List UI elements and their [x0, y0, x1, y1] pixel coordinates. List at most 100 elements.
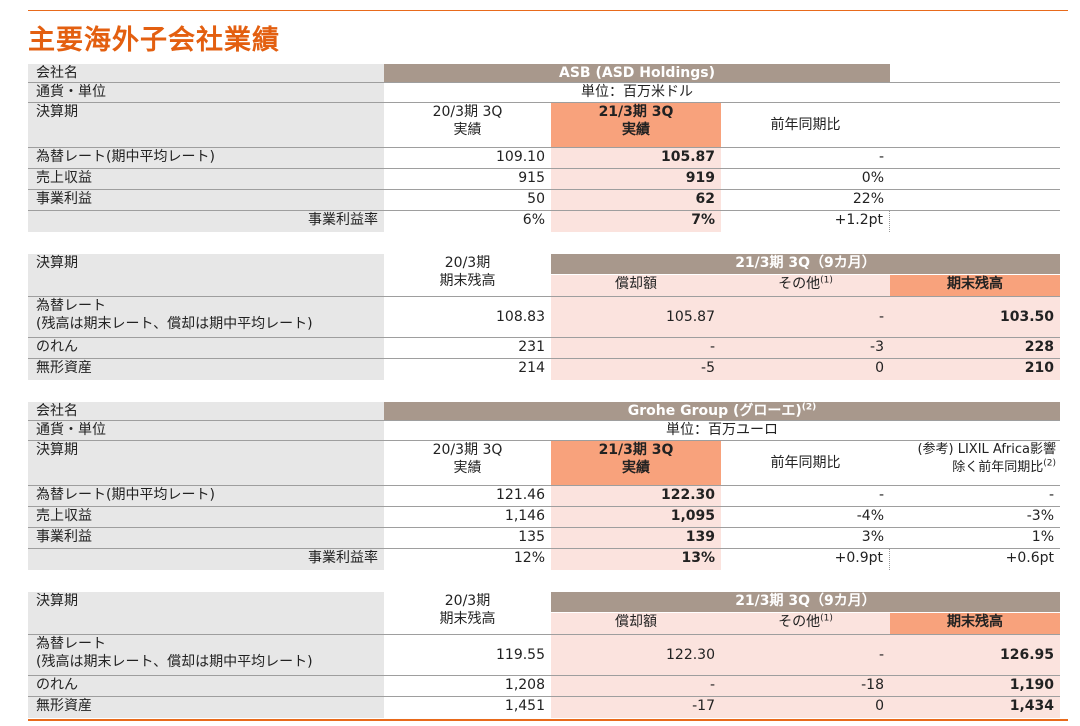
cell-end: 210 [890, 359, 1060, 380]
col-cur-header: 21/3期 3Q 実績 [551, 103, 721, 147]
cell-yoy: - [878, 149, 884, 165]
cell-prev: 108.83 [496, 309, 545, 325]
cell-prev: 109.10 [496, 149, 545, 165]
company-label: 会社名 [28, 64, 384, 82]
rate-label-line1: 為替レート [36, 298, 106, 314]
col-prev-line2: 実績 [453, 122, 482, 138]
page-title: 主要海外子会社業績 [28, 25, 280, 56]
currency-label: 通貨・単位 [28, 83, 384, 102]
col-prev-line2: 実績 [453, 460, 482, 476]
col-end-header: 期末残高 [890, 613, 1060, 634]
col-prev-header: 20/3期 期末残高 [384, 592, 551, 634]
cell-cur: 919 [551, 169, 721, 189]
col-prev-header: 20/3期 期末残高 [384, 254, 551, 296]
col-other-text: その他 [778, 614, 821, 630]
row-label: 事業利益率 [28, 211, 384, 232]
period-label: 決算期 [28, 254, 384, 296]
cell-end: 1,190 [890, 676, 1060, 696]
cell-amort: -5 [551, 359, 721, 380]
cell-other: -3 [721, 338, 890, 358]
col-yoy-text: 前年同期比 [770, 455, 841, 471]
col-prev-header: 20/3期 3Q 実績 [384, 103, 551, 147]
cell-other: 0 [721, 697, 890, 718]
currency-unit: 単位：百万米ドル [581, 84, 693, 100]
table-row: のれん 231 - -3 228 [28, 338, 1060, 359]
cell-prev: 214 [518, 360, 545, 376]
table-row: 為替レート(期中平均レート) 109.10 105.87 - [28, 148, 1060, 169]
period-header-row: 決算期 20/3期 3Q 実績 21/3期 3Q 実績 前年同期比 [28, 103, 1060, 148]
table-row: 事業利益 135 139 3% 1% [28, 528, 1060, 549]
col-ref-header: (参考) LIXIL Africa影響 除く前年同期比(2) [890, 441, 1060, 485]
table-row: 為替レート(期中平均レート) 121.46 122.30 - - [28, 486, 1060, 507]
row-label: 事業利益 [28, 528, 384, 548]
footnote-mark: (2) [801, 402, 817, 413]
cell-yoy: 22% [852, 191, 884, 207]
row-label: 売上収益 [28, 169, 384, 189]
period-header-row: 決算期 20/3期 3Q 実績 21/3期 3Q 実績 前年同期比 (参考) L… [28, 441, 1060, 486]
cell-ref: - [1048, 487, 1054, 503]
cell-prev: 50 [527, 191, 545, 207]
table-row: 無形資産 1,451 -17 0 1,434 [28, 697, 1060, 718]
rate-label: 為替レート (残高は期末レート、償却は期中平均レート) [28, 297, 384, 337]
col-prev-line2: 期末残高 [439, 273, 496, 289]
col-other-header: その他(1) [721, 275, 890, 296]
col-ref-text: 除く前年同期比 [952, 460, 1044, 475]
col-amort-header: 償却額 [551, 275, 721, 296]
row-label: 無形資産 [28, 359, 384, 380]
col-cur-header: 21/3期 3Q 実績 [551, 441, 721, 485]
company-text: Grohe Group (グローエ) [627, 403, 802, 419]
col-yoy-header: 前年同期比 [721, 441, 890, 485]
col-other-header: その他(1) [721, 613, 890, 634]
cell-prev: 915 [518, 170, 545, 186]
col-cur-line1: 21/3期 3Q [598, 104, 674, 120]
title-rule [28, 10, 1068, 11]
cell-end: 126.95 [890, 635, 1060, 675]
cell-amort: 105.87 [551, 297, 721, 337]
grohe-results-table: 会社名 Grohe Group (グローエ)(2) 通貨・単位 単位：百万ユーロ… [28, 402, 1060, 570]
footnote-mark: (2) [1043, 458, 1056, 469]
cell-end: 228 [890, 338, 1060, 358]
period-label: 決算期 [28, 441, 384, 485]
col-end-header: 期末残高 [890, 275, 1060, 296]
rate-label-line2: (残高は期末レート、償却は期中平均レート) [36, 316, 313, 332]
table-row: 無形資産 214 -5 0 210 [28, 359, 1060, 380]
cell-cur: 1,095 [551, 507, 721, 527]
row-label: のれん [28, 676, 384, 696]
cell-cur: 7% [551, 211, 721, 232]
row-label: 為替レート(期中平均レート) [28, 148, 384, 168]
footnote-mark: (1) [820, 613, 833, 624]
grohe-balance-table: 決算期 20/3期 期末残高 21/3期 3Q（9カ月） 償却額 その他(1) … [28, 592, 1060, 719]
cell-yoy: +1.2pt [721, 211, 890, 232]
col-ref-line1: (参考) LIXIL Africa影響 [917, 442, 1056, 457]
cell-prev: 1,146 [504, 508, 545, 524]
company-label: 会社名 [28, 402, 384, 420]
col-amort-header: 償却額 [551, 613, 721, 634]
cell-prev: 12% [513, 550, 545, 566]
cell-prev: 6% [522, 212, 545, 228]
rate-row: 為替レート (残高は期末レート、償却は期中平均レート) 119.55 122.3… [28, 635, 1060, 676]
group-header: 21/3期 3Q（9カ月） [551, 592, 1060, 612]
company-name: Grohe Group (グローエ)(2) [384, 402, 1060, 420]
table-row: のれん 1,208 - -18 1,190 [28, 676, 1060, 697]
cell-cur: 139 [551, 528, 721, 548]
col-cur-line2: 実績 [622, 122, 650, 138]
col-other-text: その他 [778, 276, 821, 292]
table-row: 事業利益率 12% 13% +0.9pt +0.6pt [28, 549, 1060, 570]
cell-prev: 135 [518, 529, 545, 545]
rate-label-line1: 為替レート [36, 636, 106, 652]
currency-row: 通貨・単位 単位：百万米ドル [28, 83, 1060, 103]
row-label: 為替レート(期中平均レート) [28, 486, 384, 506]
cell-amort: -17 [551, 697, 721, 718]
cell-yoy: 0% [861, 170, 884, 186]
col-prev-header: 20/3期 3Q 実績 [384, 441, 551, 485]
col-ref-line2: 除く前年同期比(2) [890, 459, 1056, 477]
company-row: 会社名 Grohe Group (グローエ)(2) [28, 402, 1060, 421]
cell-other: - [721, 297, 890, 337]
col-cur-line2: 実績 [622, 460, 650, 476]
currency-label: 通貨・単位 [28, 421, 384, 440]
cell-yoy: 3% [861, 529, 884, 545]
cell-end: 103.50 [890, 297, 1060, 337]
cell-amort: 122.30 [551, 635, 721, 675]
col-yoy-header: 前年同期比 [721, 103, 890, 147]
cell-ref: 1% [1031, 529, 1054, 545]
